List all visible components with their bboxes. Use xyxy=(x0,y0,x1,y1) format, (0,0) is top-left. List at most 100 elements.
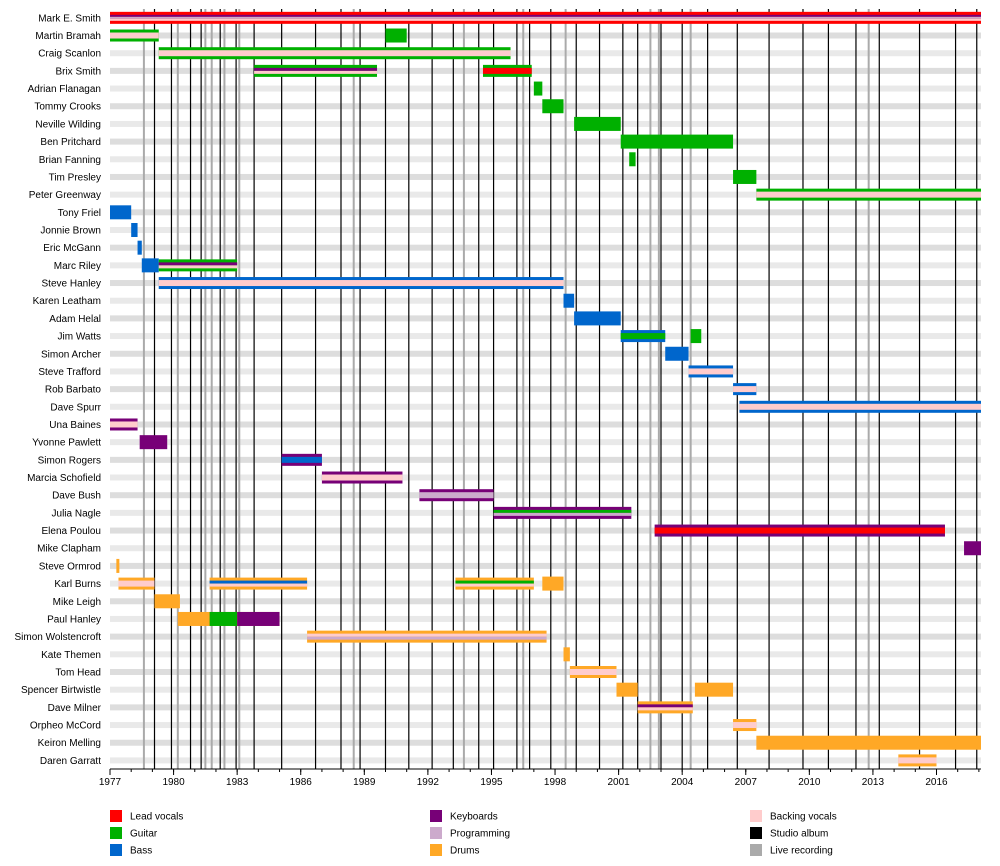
bar-guitar xyxy=(574,116,621,131)
member-label: Dave Milner xyxy=(48,703,102,714)
member-label: Ben Pritchard xyxy=(40,137,101,148)
member-bar-eric-mcgann xyxy=(137,240,142,255)
row-stripe xyxy=(110,439,981,446)
member-bar-dave-bush xyxy=(419,489,494,502)
member-label: Tommy Crooks xyxy=(34,102,101,113)
legend-label: Studio album xyxy=(770,829,828,840)
legend-item-drums: Drums xyxy=(430,844,479,857)
bar-bass xyxy=(131,223,138,237)
bar-keyboards xyxy=(254,67,378,71)
member-label: Julia Nagle xyxy=(52,508,102,519)
row-stripe xyxy=(110,456,981,463)
member-label: Spencer Birtwistle xyxy=(21,685,101,696)
legend-item-bass: Bass xyxy=(110,844,152,857)
legend-label: Guitar xyxy=(130,829,158,840)
member-label: Craig Scanlon xyxy=(38,49,101,60)
member-label: Mark E. Smith xyxy=(38,13,101,24)
member-bar-peter-greenway xyxy=(756,188,981,201)
row-stripe xyxy=(110,492,981,499)
row-stripe xyxy=(110,244,981,251)
bar-keyboards xyxy=(964,541,981,556)
bar-keyboards xyxy=(139,435,168,450)
bar-drums xyxy=(694,682,734,697)
member-bar-brix-smith xyxy=(482,64,532,77)
bar-backing-vocals xyxy=(307,633,547,637)
row-stripe xyxy=(110,297,981,304)
member-bar-karl-burns xyxy=(542,576,564,591)
bar-keyboards xyxy=(637,704,693,708)
member-bar-steve-hanley xyxy=(158,277,564,290)
legend-swatch xyxy=(430,827,442,839)
tick-label: 1977 xyxy=(99,777,122,788)
row-stripe xyxy=(110,615,981,622)
bar-drums xyxy=(563,647,570,662)
legend-swatch xyxy=(110,827,122,839)
member-bar-una-baines xyxy=(110,418,138,431)
row-stripe xyxy=(110,85,981,92)
member-bar-adam-helal xyxy=(574,311,621,326)
member-bar-dave-milner xyxy=(637,701,693,714)
member-label: Jim Watts xyxy=(57,332,101,343)
bar-backing-vocals xyxy=(158,280,564,287)
bar-backing-vocals xyxy=(569,669,617,675)
member-label: Adrian Flanagan xyxy=(28,84,101,95)
member-labels: Mark E. Smith Martin Bramah Craig Scanlon B… xyxy=(14,13,101,767)
member-label: Mike Leigh xyxy=(53,597,101,608)
legend-swatch xyxy=(750,827,762,839)
bar-drums xyxy=(616,682,638,697)
bar-guitar xyxy=(385,28,407,43)
member-bar-steve-ormrod xyxy=(116,558,120,573)
row-stripe xyxy=(110,120,981,127)
bar-backing-vocals xyxy=(110,18,981,21)
row-stripe xyxy=(110,333,981,340)
member-label: Marc Riley xyxy=(54,261,101,272)
member-bar-adrian-flanagan xyxy=(533,81,543,96)
row-stripe xyxy=(110,156,981,163)
bar-backing-vocals xyxy=(898,757,937,764)
member-label: Una Baines xyxy=(49,420,101,431)
tick-label: 1998 xyxy=(544,777,567,788)
member-bar-dave-spurr xyxy=(739,400,981,413)
row-stripe xyxy=(110,562,981,569)
bar-backing-vocals xyxy=(118,580,155,587)
row-stripe xyxy=(110,350,981,357)
member-label: Dave Bush xyxy=(52,491,101,502)
legend-item-keyboards: Keyboards xyxy=(430,810,498,823)
bar-bass xyxy=(281,456,322,463)
bar-guitar xyxy=(493,509,632,513)
legend-swatch xyxy=(430,844,442,856)
member-bar-jonnie-brown xyxy=(131,223,138,237)
bar-guitar xyxy=(733,169,757,184)
bar-guitar xyxy=(209,611,238,626)
bar-bass xyxy=(665,346,689,361)
row-stripe xyxy=(110,315,981,322)
album-release-lines xyxy=(142,9,978,769)
row-stripe xyxy=(110,368,981,375)
bar-guitar xyxy=(620,333,666,340)
member-bars xyxy=(110,11,981,767)
bar-guitar xyxy=(629,152,636,167)
member-label: Jonnie Brown xyxy=(40,226,101,237)
legend-item-live-recording: Live recording xyxy=(750,844,833,857)
member-label: Simon Wolstencroft xyxy=(14,632,101,643)
row-stripe xyxy=(110,67,981,74)
bar-lead-vocals xyxy=(654,527,945,534)
member-label: Daren Garratt xyxy=(40,756,101,767)
bar-keyboards xyxy=(237,611,280,626)
legend-label: Keyboards xyxy=(450,812,498,823)
row-stripe xyxy=(110,722,981,729)
member-bar-martin-bramah xyxy=(110,29,159,42)
legend-label: Drums xyxy=(450,846,479,857)
bar-programming xyxy=(493,512,632,516)
bar-backing-vocals xyxy=(756,191,981,198)
tick-label: 2004 xyxy=(671,777,694,788)
row-stripe xyxy=(110,50,981,57)
bar-bass xyxy=(110,205,132,220)
bar-guitar xyxy=(533,81,543,96)
x-axis: 1977 1980 1983 1986 1989 1992 1995 1998 2001 2004… xyxy=(99,768,981,788)
bar-guitar xyxy=(542,99,564,114)
member-bar-jim-watts xyxy=(620,330,666,343)
member-bar-spencer-birtwistle xyxy=(694,682,734,697)
bar-bass xyxy=(141,258,159,273)
tick-label: 2013 xyxy=(862,777,885,788)
